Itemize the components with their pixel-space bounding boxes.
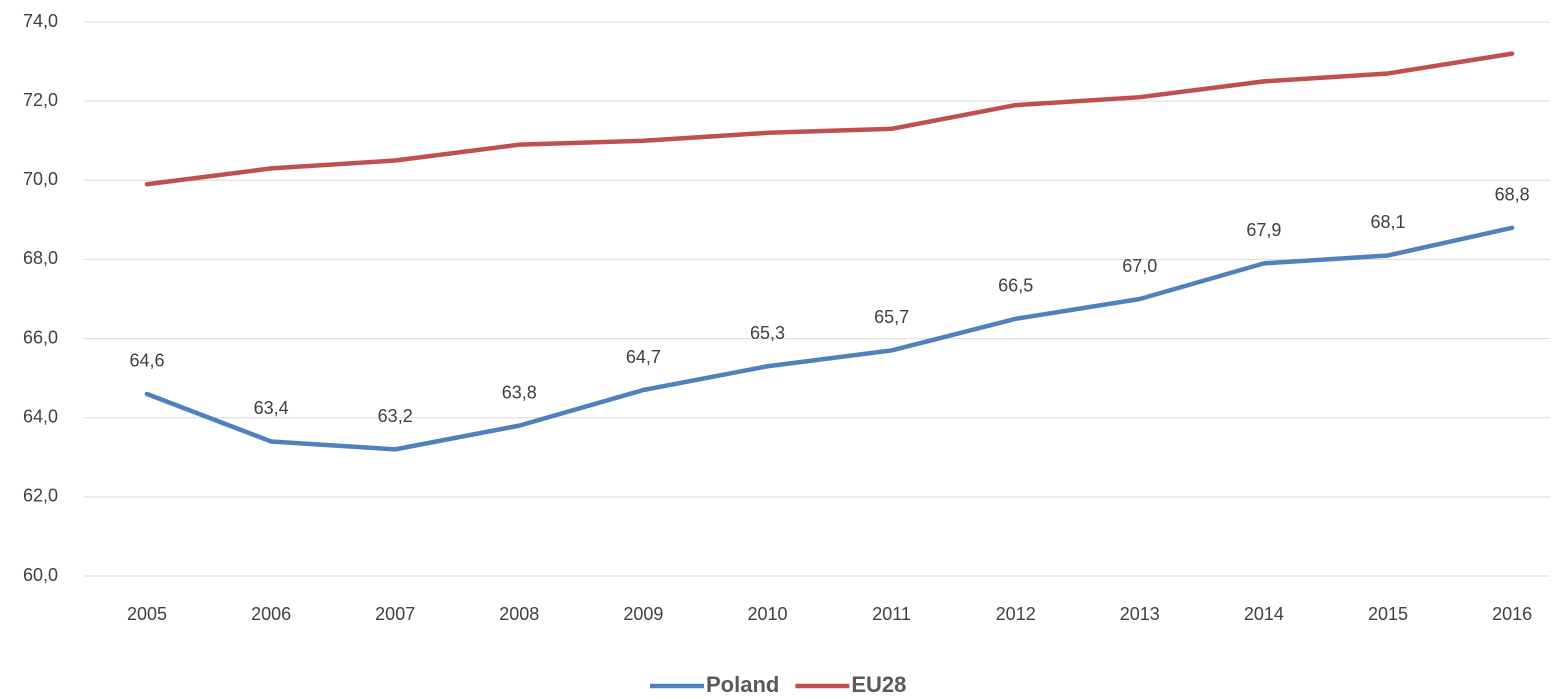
data-label: 63,8 bbox=[502, 382, 537, 402]
data-label: 63,4 bbox=[254, 398, 289, 418]
y-tick-label: 62,0 bbox=[23, 486, 58, 506]
x-tick-label: 2014 bbox=[1244, 604, 1284, 624]
x-tick-label: 2011 bbox=[872, 604, 911, 624]
data-label: 67,9 bbox=[1246, 220, 1281, 240]
x-tick-label: 2016 bbox=[1492, 604, 1532, 624]
x-tick-label: 2008 bbox=[499, 604, 539, 624]
y-tick-label: 60,0 bbox=[23, 565, 58, 585]
y-tick-label: 64,0 bbox=[23, 406, 58, 426]
data-label: 64,6 bbox=[129, 351, 164, 371]
data-label: 65,7 bbox=[874, 307, 909, 327]
x-tick-label: 2015 bbox=[1368, 604, 1408, 624]
x-tick-label: 2013 bbox=[1120, 604, 1160, 624]
y-tick-label: 66,0 bbox=[23, 327, 58, 347]
x-tick-label: 2009 bbox=[623, 604, 663, 624]
y-tick-label: 68,0 bbox=[23, 248, 58, 268]
y-tick-label: 70,0 bbox=[23, 169, 58, 189]
legend-label: Poland bbox=[706, 672, 779, 697]
data-label: 68,8 bbox=[1495, 185, 1530, 205]
data-label: 67,0 bbox=[1122, 256, 1157, 276]
series-line bbox=[144, 51, 1515, 187]
x-tick-label: 2005 bbox=[127, 604, 167, 624]
x-tick-label: 2010 bbox=[747, 604, 787, 624]
data-label: 63,2 bbox=[378, 406, 413, 426]
data-label: 65,3 bbox=[750, 323, 785, 343]
x-tick-label: 2012 bbox=[996, 604, 1036, 624]
y-tick-label: 72,0 bbox=[23, 90, 58, 110]
x-tick-label: 2007 bbox=[375, 604, 415, 624]
x-tick-label: 2006 bbox=[251, 604, 291, 624]
y-tick-label: 74,0 bbox=[23, 11, 58, 31]
data-label: 68,1 bbox=[1370, 212, 1405, 232]
legend-label: EU28 bbox=[851, 672, 906, 697]
series-line bbox=[144, 225, 1515, 452]
data-label: 66,5 bbox=[998, 276, 1033, 296]
data-label: 64,7 bbox=[626, 347, 661, 367]
